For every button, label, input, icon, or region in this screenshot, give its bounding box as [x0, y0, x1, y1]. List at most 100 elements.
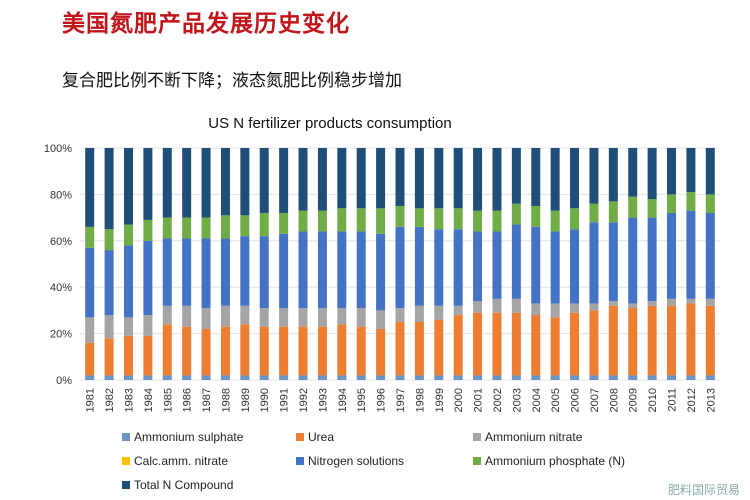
bar-segment — [298, 148, 308, 211]
bar-segment — [220, 305, 230, 327]
bar-segment — [240, 236, 250, 306]
bar-segment — [240, 215, 250, 237]
bar-segment — [589, 303, 599, 311]
bar-segment — [531, 226, 541, 304]
bar-segment — [492, 298, 502, 313]
bar-segment — [376, 328, 386, 376]
bar-segment — [473, 210, 483, 232]
bar-segment — [550, 148, 560, 211]
bar-segment — [104, 250, 114, 316]
bar-segment — [492, 312, 502, 376]
bar-segment — [686, 210, 696, 299]
x-tick-label: 1991 — [279, 388, 291, 412]
bar-segment — [686, 375, 696, 380]
x-tick-label: 2000 — [453, 388, 465, 412]
bar-segment — [550, 317, 560, 376]
bar-segment — [550, 231, 560, 304]
x-tick-label: 2002 — [492, 388, 504, 412]
bar-segment — [570, 208, 580, 230]
y-tick-label: 0% — [56, 375, 72, 387]
wechat-logo-text: 肥料国际贸易 — [667, 483, 740, 497]
bar-segment — [123, 224, 133, 246]
legend-item: Total N Compound — [122, 478, 233, 492]
x-tick-label: 2001 — [473, 388, 485, 412]
bar-segment — [473, 312, 483, 376]
x-tick-label: 1989 — [240, 388, 252, 412]
legend-swatch — [122, 457, 130, 465]
bar-segment — [162, 305, 172, 325]
bar-segment — [414, 208, 424, 227]
bar-segment — [705, 148, 715, 195]
bar-segment — [356, 208, 366, 232]
bar-segment — [395, 308, 405, 322]
bar-segment — [628, 375, 638, 380]
bar-segment — [705, 298, 715, 306]
bar-segment — [220, 148, 230, 216]
bar-segment — [143, 315, 153, 336]
x-tick-label: 1998 — [414, 388, 426, 412]
y-tick-label: 100% — [44, 143, 72, 155]
y-tick-label: 80% — [50, 189, 72, 201]
bar-segment — [492, 210, 502, 232]
bar-segment — [550, 303, 560, 318]
bar-segment — [123, 335, 133, 376]
bar-segment — [376, 148, 386, 209]
legend-swatch — [473, 457, 481, 465]
x-tick-label: 1988 — [220, 388, 232, 412]
x-tick-label: 2004 — [531, 388, 543, 412]
legend-swatch — [296, 457, 304, 465]
bar-segment — [104, 315, 114, 339]
bar-segment — [511, 148, 521, 204]
bar-segment — [376, 310, 386, 329]
bar-segment — [705, 212, 715, 299]
x-tick-label: 1982 — [104, 388, 116, 412]
x-tick-label: 1997 — [395, 388, 407, 412]
bar-segment — [279, 375, 289, 380]
bar-segment — [201, 328, 211, 376]
legend-label: Ammonium phosphate (N) — [485, 454, 626, 468]
x-tick-label: 1999 — [434, 388, 446, 412]
bar-segment — [104, 375, 114, 380]
bar-segment — [570, 148, 580, 209]
bar-segment — [182, 217, 192, 239]
x-tick-label: 2013 — [705, 388, 717, 412]
bar-segment — [647, 305, 657, 376]
bar-segment — [337, 308, 347, 325]
bar-segment — [259, 212, 269, 237]
bar-segment — [628, 196, 638, 218]
legend-swatch — [473, 433, 481, 441]
legend-item: Nitrogen solutions — [296, 454, 404, 468]
bar-segment — [453, 375, 463, 380]
bar-segment — [628, 217, 638, 304]
bar-segment — [395, 206, 405, 227]
x-tick-label: 1983 — [123, 388, 135, 412]
bar-segment — [705, 194, 715, 213]
bar-segment — [317, 148, 327, 211]
bar-segment — [473, 301, 483, 313]
bar-segment — [220, 215, 230, 239]
legend-label: Calc.amm. nitrate — [134, 454, 229, 468]
bar-segment — [123, 245, 133, 318]
bar-segment — [182, 305, 192, 327]
bar-segment — [570, 229, 580, 304]
bar-segment — [201, 217, 211, 239]
bar-segment — [298, 326, 308, 376]
x-tick-label: 1984 — [143, 388, 155, 412]
bar-segment — [511, 298, 521, 313]
bar-segment — [104, 229, 114, 251]
legend-item: Ammonium sulphate — [122, 430, 243, 444]
bar-segment — [608, 148, 618, 202]
legend-label: Ammonium sulphate — [134, 430, 244, 444]
bar-segment — [220, 375, 230, 380]
bar-segment — [240, 375, 250, 380]
bar-segment — [667, 375, 677, 380]
bar-segment — [356, 326, 366, 376]
bar-segment — [570, 312, 580, 376]
bar-segment — [317, 231, 327, 309]
bar-segment — [453, 305, 463, 316]
bar-segment — [337, 148, 347, 209]
bar-segment — [317, 326, 327, 376]
bar-segment — [337, 375, 347, 380]
legend-item: Ammonium phosphate (N) — [473, 454, 625, 468]
bar-segment — [473, 375, 483, 380]
